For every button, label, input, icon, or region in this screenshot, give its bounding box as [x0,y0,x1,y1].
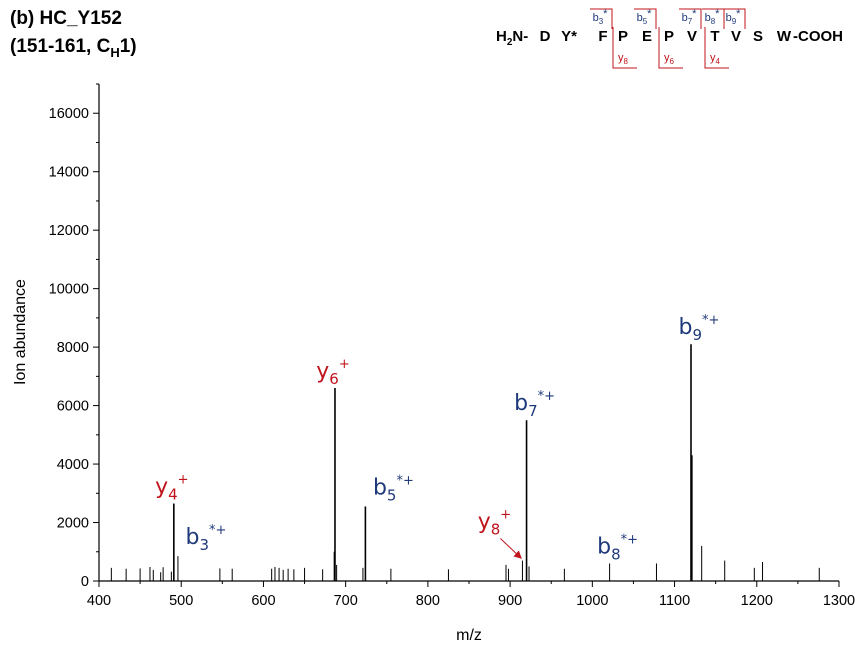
peptide-sequence: H2N- D Y* F P E P V T V S W -COOH b3* b5* b7* b8* b9*y8… [496,8,843,69]
y-tick-label: 8000 [57,340,89,356]
axes: 400 500 600 700 800 900 1000 1100 1200 1300 0 2000… [49,83,855,609]
y-tick-label: 14000 [49,165,89,181]
y-tick-label: 2000 [57,516,89,532]
b-fragment-bracket [679,8,702,29]
y-axis-title: Ion abundance [12,279,29,385]
x-tick-label: 800 [416,593,440,609]
sequence-n-terminus: H2N- [496,28,528,48]
y-fragment-label-6: y6 [664,52,675,66]
annotation-b5: b5*+ [373,473,414,504]
b-fragment-label-5: b5* [637,8,653,26]
annotation-b9: b9*+ [679,313,720,344]
residue-8: T [710,28,719,45]
residue-4: P [618,28,628,45]
annotation-b3: b3*+ [185,523,226,554]
sequence-c-terminus: -COOH [793,28,843,45]
residue-2: Y* [561,28,577,45]
b-fragment-label-7: b7* [682,8,698,26]
x-tick-label: 900 [498,593,522,609]
annotation-y6: y6+ [316,357,349,388]
annotation-b8: b8*+ [597,532,638,563]
b-fragment-bracket [723,8,746,29]
annotation-y8: y8+ [478,508,511,539]
annotation-b7: b7*+ [514,389,555,420]
peak-annotations: y4+ b3*+ y6+ b5*+ y8+ b7*+ b8*+ b9*+ [155,313,719,563]
y-fragment-bracket [658,27,683,69]
x-tick-label: 700 [334,593,358,609]
panel-region-subscript: H [110,45,119,60]
x-tick-label: 1100 [659,593,690,609]
y-tick-label: 4000 [57,457,89,473]
y8-arrow [500,538,522,559]
x-tick-label: 500 [169,593,193,609]
residue-1: D [540,28,551,45]
b-fragment-bracket [590,8,613,29]
residue-10: S [753,28,763,45]
y-fragment-bracket [612,27,637,69]
annotation-y4: y4+ [155,473,188,504]
b-fragment-bracket [634,8,657,29]
b-fragment-label-8: b8* [705,8,721,26]
panel-label: (b) HC_Y152 [10,8,122,29]
y-tick-label: 6000 [57,399,89,415]
panel-region: (151-161, CH1) [10,36,137,60]
y-fragment-label-4: y4 [710,52,721,66]
x-tick-label: 400 [87,593,111,609]
b-fragment-label-9: b9* [726,8,742,26]
x-tick-label: 1000 [576,593,608,609]
residue-3: F [598,28,607,45]
residue-6: P [664,28,674,45]
b-fragment-label-3: b3* [593,8,609,26]
y-tick-label: 16000 [49,106,89,122]
y-tick-label: 10000 [49,282,89,298]
peaks [110,344,820,581]
residue-5: E [642,28,652,45]
residue-11: W [777,28,792,45]
x-tick-label: 600 [251,593,275,609]
x-tick-label: 1300 [823,593,855,609]
x-tick-label: 1200 [741,593,773,609]
y-fragment-bracket [704,27,729,69]
y-fragment-label-8: y8 [618,52,629,66]
y-tick-label: 12000 [49,223,89,239]
y-tick-label: 0 [81,574,89,590]
residue-7: V [687,28,697,45]
x-axis-title: m/z [456,627,482,644]
residue-9: V [731,28,741,45]
